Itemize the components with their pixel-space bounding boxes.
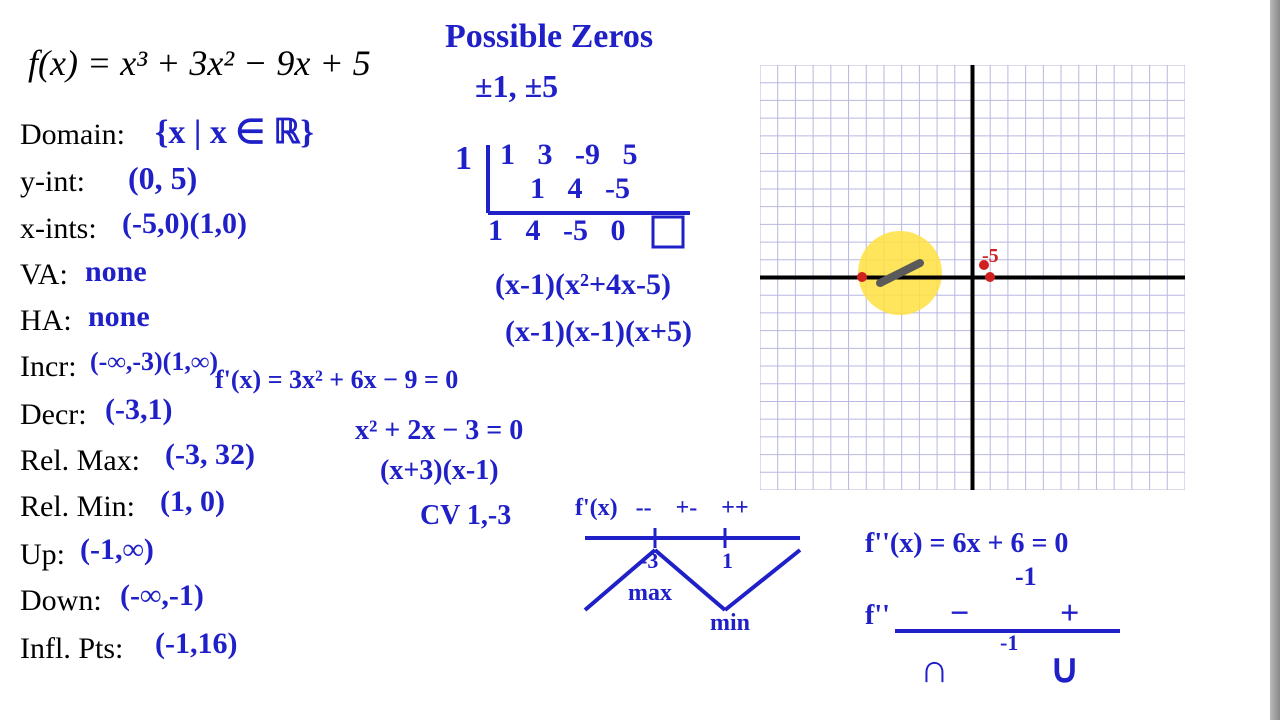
down-label: Down: (20, 584, 102, 618)
fact2: (x-1)(x-1)(x+5) (505, 315, 692, 349)
f2-label: f'' (865, 600, 890, 632)
up-label: Up: (20, 538, 65, 572)
relmin-label: Rel. Min: (20, 490, 135, 524)
domain-value: {x | x ∈ ℝ} (155, 112, 314, 152)
cv: CV 1,-3 (420, 500, 511, 532)
f2-mid: -1 (1000, 630, 1018, 656)
f2-cap: ∩ (920, 645, 949, 692)
graph-label-5: -5 (982, 245, 999, 268)
second-ans: -1 (1015, 562, 1037, 592)
syn-bracket (450, 135, 710, 255)
infl-label: Infl. Pts: (20, 632, 123, 666)
down-value: (-∞,-1) (120, 579, 204, 613)
sign-pt-1: 1 (722, 548, 733, 574)
ha-label: HA: (20, 304, 72, 338)
sign-chart-1 (575, 520, 815, 630)
up-value: (-1,∞) (80, 533, 154, 567)
va-value: none (85, 255, 147, 289)
coordinate-grid (760, 65, 1185, 490)
xints-value: (-5,0)(1,0) (122, 207, 247, 241)
sign-pt-3: -3 (640, 548, 658, 574)
decr-value: (-3,1) (105, 393, 172, 427)
zeros-header: Possible Zeros (445, 18, 653, 56)
incr-label: Incr: (20, 350, 77, 384)
xints-label: x-ints: (20, 212, 97, 246)
sign-max: max (628, 580, 672, 607)
incr-value: (-∞,-3)(1,∞) (90, 347, 218, 377)
second-deriv: f''(x) = 6x + 6 = 0 (865, 528, 1068, 560)
sign-chart-signs: f'(x) -- +- ++ (575, 495, 749, 522)
infl-value: (-1,16) (155, 627, 237, 661)
deriv3: (x+3)(x-1) (380, 455, 499, 487)
relmin-value: (1, 0) (160, 485, 225, 519)
deriv2: x² + 2x − 3 = 0 (355, 415, 523, 447)
deriv1: f'(x) = 3x² + 6x − 9 = 0 (215, 365, 458, 395)
decr-label: Decr: (20, 398, 87, 432)
edge-shadow (1270, 0, 1280, 720)
relmax-label: Rel. Max: (20, 444, 140, 478)
domain-label: Domain: (20, 118, 125, 152)
yint-value: (0, 5) (128, 160, 197, 197)
va-label: VA: (20, 258, 68, 292)
f2-cup: ∪ (1050, 645, 1079, 692)
sign-min: min (710, 610, 750, 637)
fact1: (x-1)(x²+4x-5) (495, 268, 671, 302)
ha-value: none (88, 300, 150, 334)
relmax-value: (-3, 32) (165, 438, 255, 472)
yint-label: y-int: (20, 165, 85, 199)
function-expression: f(x) = x³ + 3x² − 9x + 5 (28, 42, 371, 84)
zeros-list: ±1, ±5 (475, 68, 558, 105)
